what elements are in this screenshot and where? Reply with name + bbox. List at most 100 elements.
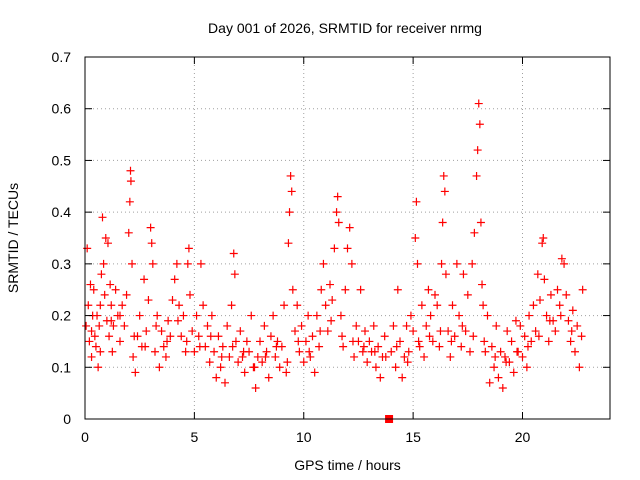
data-point: [365, 337, 374, 346]
grid-layer: [85, 57, 610, 419]
data-point: [472, 171, 481, 180]
data-point: [450, 332, 459, 341]
data-point: [175, 301, 184, 310]
x-axis-label: GPS time / hours: [294, 457, 401, 473]
data-point: [334, 218, 343, 227]
data-point: [310, 368, 319, 377]
data-point: [146, 223, 155, 232]
data-point: [256, 337, 264, 346]
data-point: [238, 352, 247, 361]
data-point: [356, 285, 365, 294]
y-tick-label: 0.7: [52, 49, 72, 65]
data-point: [330, 244, 339, 253]
data-point: [291, 327, 299, 336]
data-point: [435, 342, 444, 351]
data-point: [109, 321, 118, 330]
data-point: [253, 352, 262, 361]
data-point: [221, 378, 229, 387]
data-point: [177, 332, 186, 341]
data-point: [511, 316, 520, 325]
data-point: [126, 177, 135, 186]
data-point: [212, 373, 221, 382]
data-point: [266, 332, 275, 341]
data-point: [272, 342, 281, 351]
data-point: [173, 316, 182, 325]
data-point: [141, 342, 150, 351]
data-point: [262, 347, 271, 356]
data-point: [523, 342, 532, 351]
data-point: [455, 311, 464, 320]
data-point: [91, 342, 100, 351]
data-point: [107, 301, 116, 310]
data-point: [294, 337, 303, 346]
y-tick-label: 0.5: [52, 152, 72, 168]
data-point: [297, 321, 306, 330]
data-point: [82, 321, 91, 330]
x-tick-label: 15: [405, 429, 421, 445]
data-point: [166, 332, 175, 341]
data-point: [370, 347, 379, 356]
data-point: [513, 347, 522, 356]
data-point: [94, 363, 103, 372]
data-point: [111, 285, 120, 294]
data-point: [571, 347, 579, 356]
data-point: [440, 187, 449, 196]
data-point: [240, 368, 249, 377]
data-point: [250, 363, 259, 372]
data-point: [564, 316, 573, 325]
data-point: [144, 296, 153, 305]
data-point: [225, 352, 234, 361]
data-point: [436, 327, 445, 336]
data-point: [155, 363, 164, 372]
data-point: [502, 358, 511, 367]
data-point: [553, 285, 562, 294]
data-point: [147, 239, 156, 248]
data-point: [99, 259, 108, 268]
data-point: [107, 316, 116, 325]
data-point: [106, 280, 115, 289]
data-point: [339, 342, 348, 351]
data-point: [406, 311, 415, 320]
data-point: [199, 301, 208, 310]
data-point: [361, 327, 369, 336]
data-point: [404, 347, 413, 356]
data-point: [534, 332, 543, 341]
data-point: [288, 285, 297, 294]
data-point: [321, 301, 330, 310]
data-point: [494, 373, 503, 382]
data-point: [223, 321, 232, 330]
data-point: [87, 327, 96, 336]
data-point: [287, 187, 296, 196]
data-point: [316, 327, 325, 336]
data-point: [273, 337, 282, 346]
data-point: [86, 280, 95, 289]
data-point: [348, 337, 357, 346]
data-point: [492, 321, 501, 330]
data-point: [533, 270, 542, 279]
data-point: [205, 358, 214, 367]
x-tick-label: 5: [190, 429, 198, 445]
data-point: [275, 363, 284, 372]
data-point: [124, 228, 133, 237]
data-point: [480, 337, 489, 346]
data-point: [413, 259, 422, 268]
data-point: [190, 347, 199, 356]
data-point: [491, 352, 500, 361]
data-point: [420, 352, 429, 361]
data-point: [304, 311, 313, 320]
data-point: [487, 342, 496, 351]
data-point: [157, 327, 166, 336]
data-point: [392, 342, 401, 351]
chart-title: Day 001 of 2026, SRMTID for receiver nrm…: [208, 20, 482, 36]
data-point: [422, 321, 431, 330]
data-point: [441, 270, 450, 279]
data-point: [478, 280, 487, 289]
data-point: [387, 347, 396, 356]
tick-labels-layer: 0 5 10 15 20 0 0.1 0.2 0.3 0.4 0.5 0.6 0.7: [52, 49, 531, 445]
data-point: [161, 352, 170, 361]
data-point: [116, 311, 124, 320]
data-point: [476, 218, 485, 227]
data-point: [210, 347, 219, 356]
data-point: [116, 337, 124, 346]
data-point: [452, 259, 461, 268]
